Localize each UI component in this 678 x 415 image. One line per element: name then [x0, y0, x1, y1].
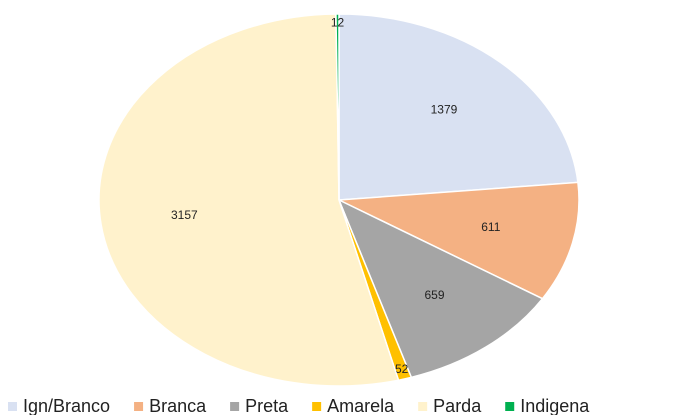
legend-swatch [505, 402, 515, 411]
pie-slice [337, 198, 544, 379]
legend-label: Indigena [520, 396, 590, 415]
legend-label: Amarela [327, 396, 395, 415]
data-label: 12 [331, 15, 345, 29]
data-label: 659 [424, 288, 444, 302]
pie-slice [335, 13, 340, 201]
legend-label: Parda [433, 396, 482, 415]
data-label: 1379 [431, 103, 458, 117]
pie-slice [336, 181, 580, 300]
pie-slice [98, 13, 400, 387]
legend-swatch [134, 402, 144, 411]
data-label: 3157 [171, 208, 198, 222]
legend-swatch [312, 402, 322, 411]
legend-swatch [8, 402, 17, 411]
legend-label: Preta [245, 396, 289, 415]
data-label: 611 [481, 220, 500, 234]
data-label: 52 [395, 362, 409, 376]
legend-label: Ign/Branco [23, 396, 110, 415]
legend-label: Branca [149, 396, 207, 415]
legend-swatch [418, 402, 428, 411]
pie-slice [338, 13, 579, 201]
legend-swatch [230, 402, 240, 411]
